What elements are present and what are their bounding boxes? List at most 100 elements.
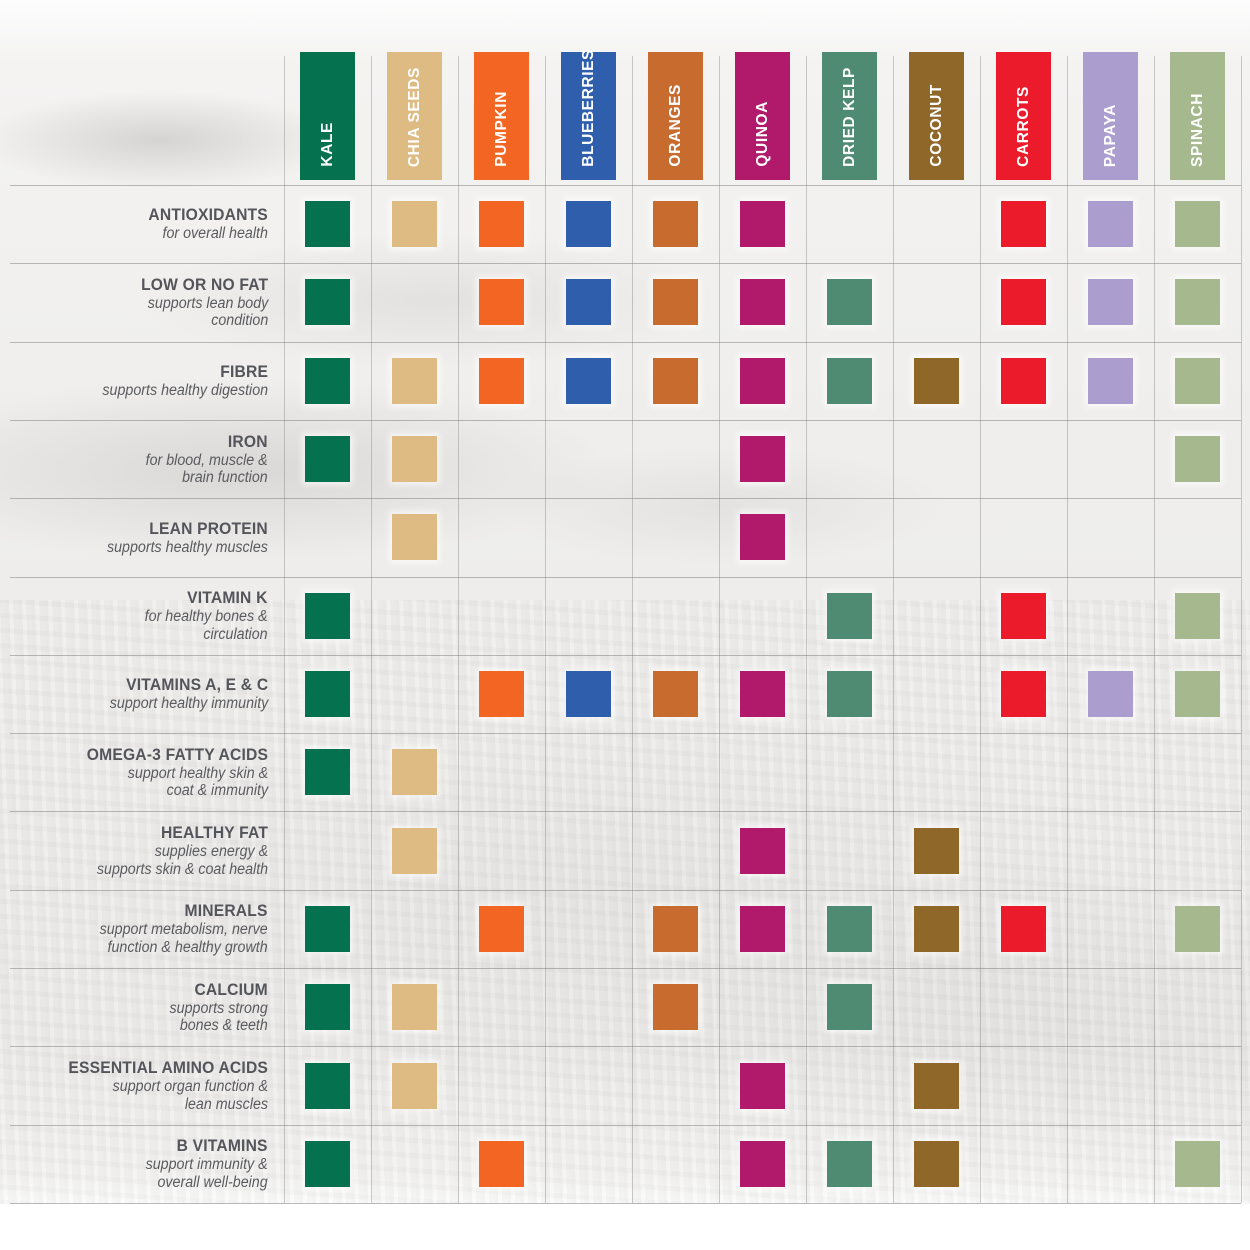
nutrient-name: ANTIOXIDANTS [148,205,268,225]
nutrient-description: for blood, muscle & brain function [145,451,268,487]
matrix-cell-healthy-fat-chia-seeds [392,828,437,874]
nutrient-name: FIBRE [220,361,268,381]
grid-line-vertical [632,56,633,1203]
grid-line-horizontal [10,968,1241,969]
matrix-cell-low-or-no-fat-pumpkin [479,279,524,325]
grid-line-vertical [1067,56,1068,1203]
matrix-cell-b-vitamins-quinoa [740,1141,785,1187]
matrix-cell-healthy-fat-coconut [914,828,959,874]
matrix-cell-b-vitamins-spinach [1175,1141,1220,1187]
grid-line-vertical [893,56,894,1203]
grid-line-horizontal [10,263,1241,264]
matrix-cell-b-vitamins-dried-kelp [827,1141,872,1187]
row-label-essential-amino-acids: ESSENTIAL AMINO ACIDS support organ funct… [0,1046,268,1124]
nutrient-description: supplies energy & supports skin & coat h… [96,843,268,878]
nutrient-name: LOW OR NO FAT [140,274,268,294]
matrix-cell-calcium-dried-kelp [827,984,872,1030]
grid-line-vertical [458,56,459,1203]
grid-line-vertical [1154,56,1155,1203]
matrix-cell-low-or-no-fat-dried-kelp [827,279,872,325]
grid-line-horizontal [10,1125,1241,1126]
matrix-cell-essential-amino-acids-kale [305,1063,350,1109]
nutrient-name: CALCIUM [194,979,268,999]
matrix-cell-low-or-no-fat-oranges [653,279,698,325]
grid-line-horizontal [10,185,1241,186]
matrix-cell-minerals-kale [305,906,350,952]
grid-line-vertical [284,56,285,1203]
matrix-cell-antioxidants-spinach [1175,201,1220,247]
grid-line-horizontal [10,1203,1241,1204]
column-header-label: PAPAYA [1101,103,1119,167]
matrix-cell-omega-3-fatty-acids-chia-seeds [392,749,437,795]
matrix-cell-vitamin-k-carrots [1001,593,1046,639]
matrix-cell-essential-amino-acids-chia-seeds [392,1063,437,1109]
matrix-cell-iron-chia-seeds [392,436,437,482]
grid-line-horizontal [10,890,1241,891]
nutrient-description: supports healthy digestion [102,382,268,400]
grid-line-horizontal [10,498,1241,499]
nutrient-description: support healthy immunity [109,695,268,713]
matrix-cell-fibre-coconut [914,358,959,404]
nutrient-description: support organ function & lean muscles [112,1078,268,1113]
column-header-oranges: ORANGES [648,52,703,180]
matrix-cell-minerals-spinach [1175,906,1220,952]
matrix-cell-iron-spinach [1175,436,1220,482]
column-header-carrots: CARROTS [996,52,1051,180]
column-header-coconut: COCONUT [909,52,964,180]
matrix-cell-calcium-kale [305,984,350,1030]
matrix-cell-essential-amino-acids-coconut [914,1063,959,1109]
matrix-cell-b-vitamins-coconut [914,1141,959,1187]
matrix-cell-fibre-spinach [1175,358,1220,404]
matrix-cell-iron-kale [305,436,350,482]
grid-line-horizontal [10,811,1241,812]
matrix-cell-fibre-blueberries [566,358,611,404]
matrix-cell-vitamins-a-e-c-blueberries [566,671,611,717]
row-label-antioxidants: ANTIOXIDANTS for overall health [0,185,268,263]
row-label-calcium: CALCIUM supports strong bones & teeth [0,968,268,1046]
matrix-cell-vitamins-a-e-c-quinoa [740,671,785,717]
grid-line-horizontal [10,733,1241,734]
matrix-cell-fibre-papaya [1088,358,1133,404]
nutrient-name: VITAMIN K [187,588,268,608]
matrix-cell-calcium-oranges [653,984,698,1030]
column-header-pumpkin: PUMPKIN [474,52,529,180]
matrix-cell-antioxidants-blueberries [566,201,611,247]
matrix-cell-omega-3-fatty-acids-kale [305,749,350,795]
column-header-label: BLUEBERRIES [579,49,597,167]
column-header-dried-kelp: DRIED KELP [822,52,877,180]
matrix-cell-low-or-no-fat-kale [305,279,350,325]
matrix-cell-vitamins-a-e-c-oranges [653,671,698,717]
row-label-healthy-fat: HEALTHY FAT supplies energy & supports sk… [0,811,268,889]
matrix-cell-antioxidants-papaya [1088,201,1133,247]
matrix-cell-fibre-pumpkin [479,358,524,404]
row-label-iron: IRON for blood, muscle & brain function [0,420,268,498]
matrix-cell-antioxidants-quinoa [740,201,785,247]
matrix-cell-fibre-quinoa [740,358,785,404]
nutrient-description: for healthy bones & circulation [145,608,268,643]
nutrient-description: support metabolism, nerve function & hea… [99,921,268,956]
grid-line-vertical [719,56,720,1203]
matrix-cell-minerals-carrots [1001,906,1046,952]
bottom-margin [0,1204,1250,1250]
matrix-cell-calcium-chia-seeds [392,984,437,1030]
nutrient-description: for overall health [162,225,268,243]
matrix-cell-antioxidants-pumpkin [479,201,524,247]
row-label-omega-3-fatty-acids: OMEGA-3 FATTY ACIDS support healthy skin … [0,733,268,811]
nutrient-description: supports strong bones & teeth [169,999,268,1035]
matrix-cell-fibre-kale [305,358,350,404]
matrix-cell-vitamins-a-e-c-papaya [1088,671,1133,717]
matrix-cell-fibre-chia-seeds [392,358,437,404]
nutrient-name: MINERALS [184,901,268,921]
grid-line-vertical [545,56,546,1203]
grid-line-vertical [1241,56,1242,1203]
matrix-cell-vitamin-k-spinach [1175,593,1220,639]
column-header-spinach: SPINACH [1170,52,1225,180]
nutrient-description: support healthy skin & coat & immunity [127,764,268,800]
matrix-cell-vitamin-k-dried-kelp [827,593,872,639]
matrix-cell-low-or-no-fat-carrots [1001,279,1046,325]
matrix-cell-vitamins-a-e-c-kale [305,671,350,717]
matrix-cell-fibre-oranges [653,358,698,404]
matrix-cell-low-or-no-fat-papaya [1088,279,1133,325]
